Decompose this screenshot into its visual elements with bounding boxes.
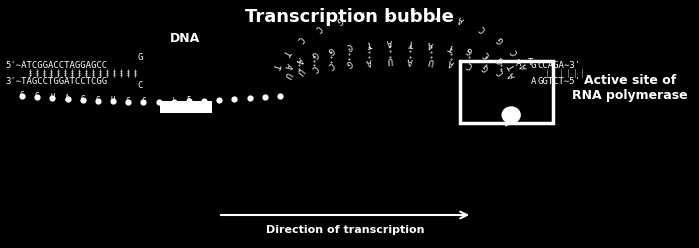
Text: C: C <box>312 23 322 33</box>
Text: C: C <box>496 66 506 76</box>
Text: C: C <box>326 60 336 70</box>
Text: U: U <box>294 66 305 76</box>
Text: T: T <box>365 38 373 48</box>
Text: C: C <box>137 82 143 91</box>
Text: A: A <box>365 56 373 66</box>
Text: C: C <box>20 91 24 100</box>
Text: 3'∼TAGCCTGGATCCTCGG: 3'∼TAGCCTGGATCCTCGG <box>5 76 107 86</box>
Text: G: G <box>309 49 319 59</box>
Text: ∼: ∼ <box>157 97 161 106</box>
Text: C: C <box>294 34 305 44</box>
Bar <box>460 61 553 123</box>
Text: RNA polymerase: RNA polymerase <box>572 89 688 101</box>
Text: A: A <box>410 6 416 15</box>
Ellipse shape <box>502 107 520 123</box>
Text: G: G <box>137 53 143 62</box>
Text: A: A <box>65 94 70 103</box>
Text: G: G <box>465 44 474 55</box>
Text: A: A <box>359 8 366 19</box>
Text: U: U <box>387 55 393 65</box>
Text: T: T <box>384 6 391 15</box>
Text: G: G <box>96 96 100 105</box>
Text: G: G <box>345 57 353 68</box>
Text: A: A <box>282 62 293 71</box>
Text: G: G <box>531 61 536 69</box>
Text: T: T <box>447 41 455 51</box>
Text: A: A <box>507 70 518 80</box>
Text: A: A <box>531 76 536 86</box>
Text: U: U <box>427 56 435 66</box>
Text: A: A <box>408 55 414 65</box>
Text: CCAGA∼3': CCAGA∼3' <box>538 61 581 69</box>
Text: C: C <box>345 41 353 51</box>
Text: A: A <box>387 37 393 47</box>
Text: C: C <box>481 49 491 59</box>
Text: 5: 5 <box>187 96 192 105</box>
Text: Direction of transcription: Direction of transcription <box>266 225 424 235</box>
Text: A: A <box>456 14 466 25</box>
Text: U: U <box>50 93 55 102</box>
Text: Active site of: Active site of <box>584 73 676 87</box>
Text: G: G <box>80 95 85 104</box>
Text: A: A <box>427 38 435 48</box>
Text: T: T <box>434 8 442 19</box>
Text: A: A <box>519 63 529 70</box>
Text: T: T <box>408 37 414 47</box>
Text: A: A <box>516 60 521 68</box>
Text: 5'∼ATCGGACCTAGGAGCC: 5'∼ATCGGACCTAGGAGCC <box>5 61 107 69</box>
Text: T: T <box>280 48 291 57</box>
Text: A: A <box>447 57 455 68</box>
Text: C: C <box>141 97 145 106</box>
Text: A: A <box>294 55 305 64</box>
Text: C: C <box>309 62 319 73</box>
Text: C: C <box>465 60 474 70</box>
Text: C: C <box>126 97 131 106</box>
Text: DNA: DNA <box>170 31 200 44</box>
Text: C: C <box>510 48 520 57</box>
Text: U: U <box>282 70 293 80</box>
Text: U: U <box>110 96 115 105</box>
Text: T: T <box>507 62 518 71</box>
Text: G: G <box>481 62 491 73</box>
Bar <box>160 101 212 113</box>
Text: G: G <box>496 55 506 64</box>
Text: T: T <box>528 58 533 67</box>
Text: T: T <box>271 63 281 70</box>
Text: G: G <box>334 14 343 25</box>
Text: C: C <box>35 92 39 101</box>
Text: G: G <box>495 34 505 44</box>
Text: ': ' <box>171 97 176 106</box>
Text: GGTCT∼5': GGTCT∼5' <box>538 76 581 86</box>
Text: G: G <box>326 44 336 55</box>
Text: Transcription bubble: Transcription bubble <box>245 8 454 26</box>
Text: C: C <box>477 23 487 33</box>
